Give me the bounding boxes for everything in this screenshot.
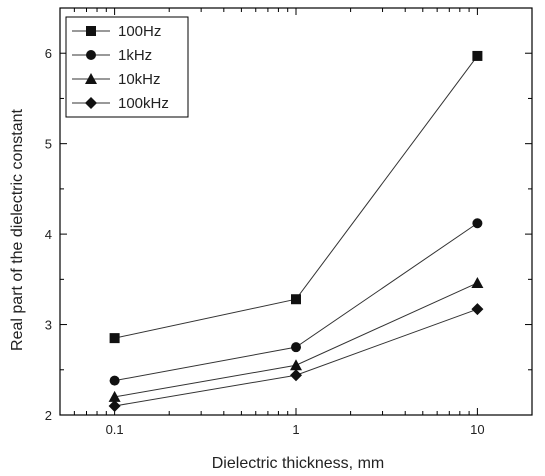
series-100Hz: [109, 50, 483, 344]
y-axis: 2 3 4 5 6: [45, 46, 532, 423]
data-point: [109, 333, 120, 344]
series-layer: [108, 50, 484, 412]
data-point: [108, 390, 121, 402]
data-point: [290, 359, 302, 371]
x-axis-label: Dielectric thickness, mm: [212, 455, 384, 472]
legend-marker: [86, 50, 96, 60]
legend-marker: [85, 97, 97, 109]
y-tick-label: 2: [45, 408, 52, 423]
legend-label: 100Hz: [118, 23, 161, 40]
data-point: [471, 303, 484, 316]
legend-marker: [86, 26, 96, 36]
series-1kHz: [109, 218, 483, 386]
x-tick-label: 1: [292, 422, 299, 437]
data-point: [472, 50, 483, 61]
legend-label: 10kHz: [118, 71, 161, 88]
data-point: [290, 369, 302, 382]
data-point: [291, 342, 301, 353]
x-axis: 0.1 1 10: [73, 8, 485, 437]
data-point: [109, 375, 120, 386]
y-axis-label: Real part of the dielectric constant: [9, 108, 26, 350]
data-point: [291, 294, 301, 305]
x-tick-label: 0.1: [106, 422, 124, 437]
legend-label: 1kHz: [118, 47, 152, 64]
legend-marker: [85, 73, 97, 84]
legend: 100Hz 1kHz 10kHz 100kHz: [65, 16, 189, 118]
series-10kHz: [108, 276, 484, 402]
y-tick-label: 5: [45, 137, 52, 152]
series-line: [114, 308, 478, 407]
y-tick-label: 3: [45, 318, 52, 333]
data-point: [471, 276, 484, 288]
y-tick-label: 4: [45, 227, 52, 242]
y-tick-label: 6: [45, 46, 52, 61]
legend-label: 100kHz: [118, 95, 169, 112]
x-tick-label: 10: [470, 422, 484, 437]
data-point: [472, 218, 483, 229]
series-100kHz: [108, 303, 484, 412]
data-point: [108, 399, 121, 412]
